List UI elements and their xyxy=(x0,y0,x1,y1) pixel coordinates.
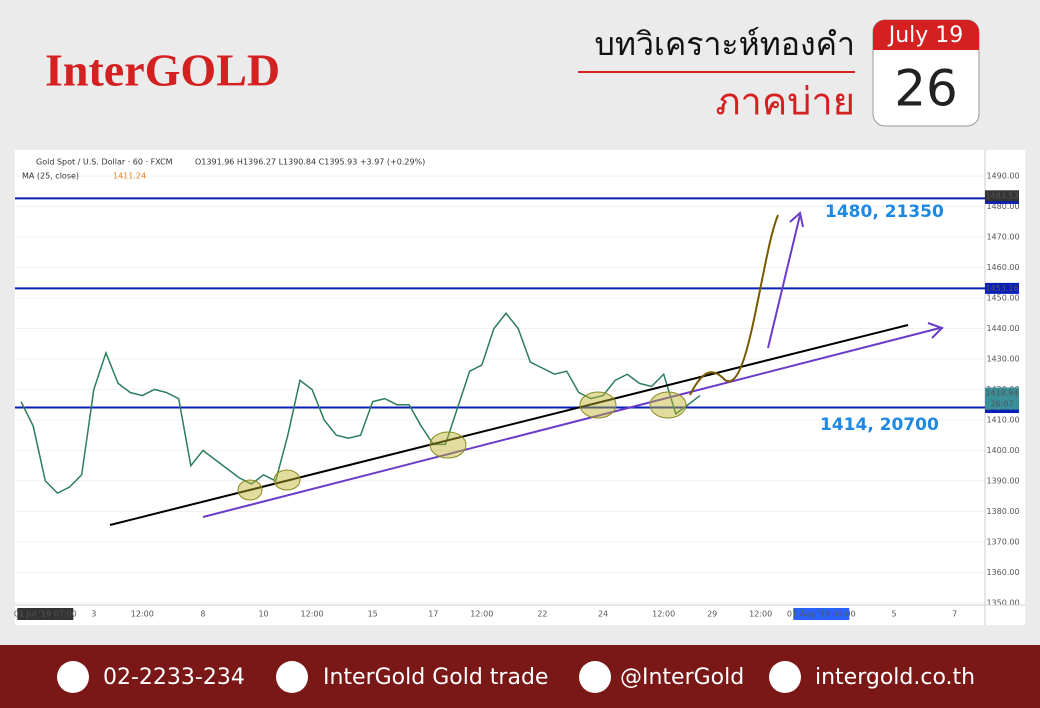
indicator-value: 1411.24 xyxy=(113,172,146,181)
calendar-top xyxy=(873,20,979,50)
price-label: 1483.53 xyxy=(985,191,1018,200)
level-box xyxy=(985,282,1019,294)
x-tick-label: 12:00 xyxy=(470,610,493,619)
drawings xyxy=(109,211,944,526)
y-tick-label: 1350.00 xyxy=(986,598,1019,607)
x-tick-label: 01 Jul '19 07:00 xyxy=(14,610,77,619)
x-tick-label: 12:00 xyxy=(749,610,772,619)
y-tick-label: 1430.00 xyxy=(986,354,1019,363)
website: intergold.co.th xyxy=(815,665,975,690)
arrow-head xyxy=(927,322,944,339)
highlight xyxy=(579,391,617,419)
title: บทวิเคราะห์ทองคำ xyxy=(595,25,855,63)
annotation: 1414, 20700 xyxy=(820,415,939,435)
x-tick-label: 10 xyxy=(258,610,268,619)
facebook-icon xyxy=(276,661,308,693)
footer xyxy=(0,645,1040,708)
indicator: MA (25, close) xyxy=(22,172,79,181)
price-label: 1418.84 xyxy=(985,389,1018,398)
trend-line xyxy=(109,324,909,526)
x-tick-label: 7 xyxy=(952,610,957,619)
highlight xyxy=(237,479,263,501)
highlight xyxy=(649,391,687,419)
facebook: InterGold Gold trade xyxy=(323,665,548,690)
chart-panel xyxy=(15,150,1025,625)
x-tick-label: 3 xyxy=(91,610,96,619)
y-tick-label: 1460.00 xyxy=(986,263,1019,272)
ohlc-info: O1391.96 H1396.27 L1390.84 C1395.93 +3.9… xyxy=(195,158,425,167)
arrow-head xyxy=(789,211,804,228)
y-tick-label: 1370.00 xyxy=(986,537,1019,546)
logo: InterGOLD xyxy=(45,45,280,96)
price-box xyxy=(985,190,1019,202)
projection-curve xyxy=(689,214,779,396)
x-tick-box xyxy=(793,608,850,620)
web-icon xyxy=(769,661,801,693)
channel-line xyxy=(202,327,941,518)
y-tick-label: 1440.00 xyxy=(986,324,1019,333)
calendar-month: July 19 xyxy=(887,23,964,48)
y-tick-label: 1360.00 xyxy=(986,568,1019,577)
subtitle: ภาคบ่าย xyxy=(715,80,855,124)
y-tick-label: 1390.00 xyxy=(986,476,1019,485)
arrow xyxy=(767,214,801,349)
price-box xyxy=(985,387,1019,399)
x-tick-label: 8 xyxy=(200,610,205,619)
x-tick-label: 12:00 xyxy=(131,610,154,619)
highlight xyxy=(273,469,301,491)
x-tick-label: 01 Aug '19 04:00 xyxy=(787,610,856,619)
y-tick-label: 1410.00 xyxy=(986,415,1019,424)
y-tick-label: 1470.00 xyxy=(986,233,1019,242)
price-line xyxy=(20,312,701,495)
symbol-info: Gold Spot / U.S. Dollar · 60 · FXCM xyxy=(36,158,173,167)
x-tick-label: 22 xyxy=(537,610,547,619)
x-tick-label: 12:00 xyxy=(652,610,675,619)
line-icon xyxy=(579,661,611,693)
phone: 02-2233-234 xyxy=(103,665,245,690)
x-tick-label: 15 xyxy=(368,610,378,619)
level-label: 1453.16 xyxy=(985,284,1018,293)
y-tick-label: 1380.00 xyxy=(986,507,1019,516)
x-tick-label: 29 xyxy=(707,610,717,619)
y-tick-label: 1480.00 xyxy=(986,202,1019,211)
x-tick-label: 24 xyxy=(598,610,608,619)
y-tick-label: 1490.00 xyxy=(986,172,1019,181)
y-tick-label: 1400.00 xyxy=(986,446,1019,455)
x-tick-label: 12:00 xyxy=(301,610,324,619)
y-tick-label: 1450.00 xyxy=(986,294,1019,303)
x-tick-box xyxy=(17,608,74,620)
highlight xyxy=(429,431,467,459)
annotation: 1480, 21350 xyxy=(825,202,944,222)
x-tick-label: 17 xyxy=(428,610,438,619)
phone-icon xyxy=(57,661,89,693)
countdown-box xyxy=(985,398,1019,410)
calendar-day: 26 xyxy=(894,60,958,118)
countdown: 26:07 xyxy=(990,400,1013,409)
x-tick-label: 5 xyxy=(892,610,897,619)
line-id: @InterGold xyxy=(620,665,744,690)
